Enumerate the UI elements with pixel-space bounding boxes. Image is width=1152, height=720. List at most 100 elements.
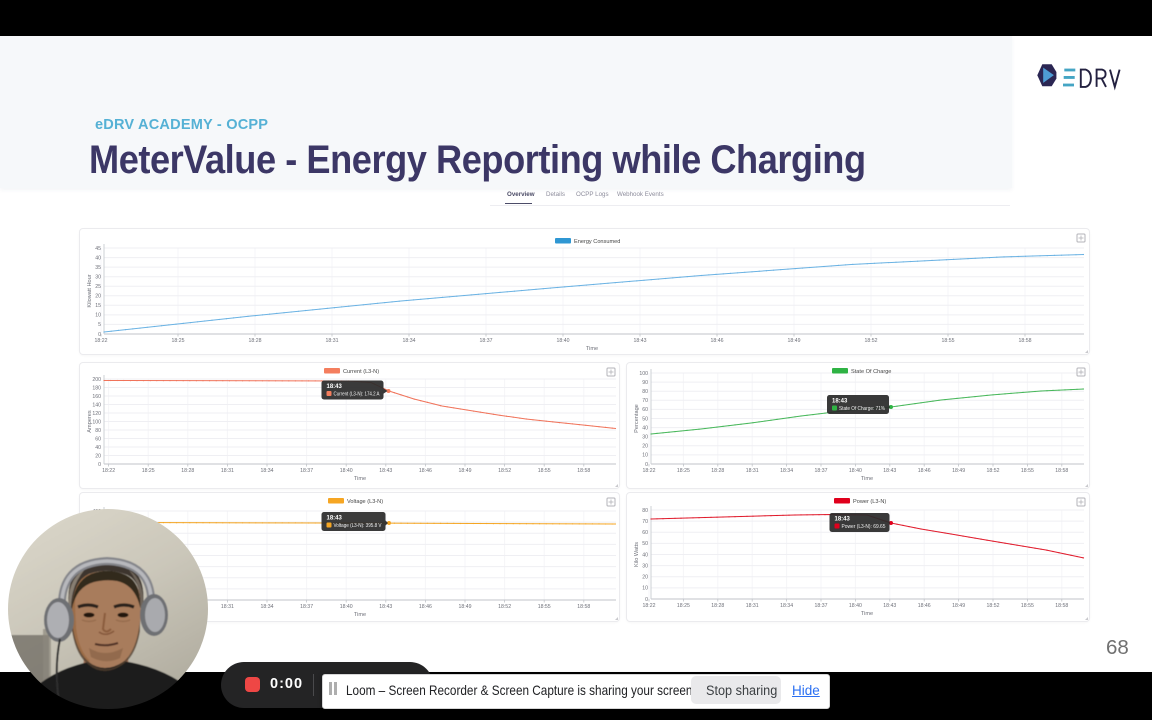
svg-text:18:46: 18:46 — [711, 338, 724, 344]
svg-text:18:25: 18:25 — [677, 468, 690, 474]
svg-text:18:52: 18:52 — [498, 604, 511, 610]
svg-text:Voltage (L3-N): 395.8 V: Voltage (L3-N): 395.8 V — [334, 523, 382, 529]
svg-text:18:58: 18:58 — [1019, 338, 1032, 344]
svg-text:18:43: 18:43 — [327, 516, 343, 522]
svg-text:180: 180 — [92, 385, 101, 391]
svg-text:18:52: 18:52 — [498, 468, 511, 474]
svg-text:18:40: 18:40 — [340, 468, 353, 474]
svg-text:Time: Time — [354, 476, 366, 482]
svg-text:18:34: 18:34 — [261, 604, 274, 610]
svg-text:50: 50 — [642, 541, 648, 547]
svg-text:Kilo Watts: Kilo Watts — [634, 542, 640, 567]
svg-text:200: 200 — [92, 377, 101, 383]
svg-text:18:43: 18:43 — [883, 603, 896, 609]
svg-text:20: 20 — [95, 294, 101, 300]
svg-text:18:22: 18:22 — [102, 468, 115, 474]
svg-text:Percentage: Percentage — [634, 404, 640, 433]
svg-text:0: 0 — [98, 332, 101, 338]
svg-text:0: 0 — [645, 462, 648, 468]
svg-text:18:49: 18:49 — [788, 338, 801, 344]
svg-text:100: 100 — [92, 419, 101, 425]
svg-text:18:34: 18:34 — [403, 338, 416, 344]
svg-text:18:31: 18:31 — [221, 604, 234, 610]
svg-text:120: 120 — [92, 411, 101, 417]
svg-text:Power (L3-N): 69.65: Power (L3-N): 69.65 — [842, 524, 886, 530]
svg-text:10: 10 — [95, 313, 101, 319]
svg-text:18:58: 18:58 — [1055, 468, 1068, 474]
svg-text:20: 20 — [642, 444, 648, 450]
svg-text:15: 15 — [95, 303, 101, 309]
svg-text:30: 30 — [95, 275, 101, 281]
svg-text:18:58: 18:58 — [1055, 603, 1068, 609]
svg-text:18:55: 18:55 — [1021, 603, 1034, 609]
svg-text:18:49: 18:49 — [952, 603, 965, 609]
svg-text:18:49: 18:49 — [459, 604, 472, 610]
svg-text:18:43: 18:43 — [835, 517, 851, 523]
svg-text:State Of Charge: State Of Charge — [851, 369, 891, 375]
svg-text:60: 60 — [642, 530, 648, 536]
svg-text:Current (L3-N): Current (L3-N) — [343, 369, 379, 375]
svg-text:18:43: 18:43 — [327, 384, 343, 390]
svg-text:10: 10 — [642, 453, 648, 459]
svg-text:35: 35 — [95, 265, 101, 271]
svg-text:18:31: 18:31 — [746, 603, 759, 609]
svg-text:80: 80 — [95, 428, 101, 434]
svg-text:25: 25 — [95, 284, 101, 290]
svg-text:90: 90 — [642, 380, 648, 386]
svg-text:50: 50 — [642, 416, 648, 422]
svg-text:18:52: 18:52 — [865, 338, 878, 344]
svg-text:30: 30 — [642, 563, 648, 569]
svg-text:18:34: 18:34 — [780, 603, 793, 609]
svg-text:40: 40 — [95, 255, 101, 261]
svg-text:18:43: 18:43 — [634, 338, 647, 344]
svg-text:80: 80 — [642, 508, 648, 514]
svg-text:0: 0 — [645, 597, 648, 603]
svg-text:18:28: 18:28 — [249, 338, 262, 344]
svg-text:60: 60 — [642, 407, 648, 413]
svg-text:18:28: 18:28 — [181, 468, 194, 474]
svg-text:18:43: 18:43 — [832, 399, 848, 405]
svg-text:45: 45 — [95, 246, 101, 252]
svg-text:18:55: 18:55 — [942, 338, 955, 344]
svg-text:18:46: 18:46 — [419, 468, 432, 474]
svg-text:18:52: 18:52 — [987, 603, 1000, 609]
svg-text:18:31: 18:31 — [746, 468, 759, 474]
svg-text:30: 30 — [642, 435, 648, 441]
svg-text:70: 70 — [642, 519, 648, 525]
svg-text:18:43: 18:43 — [379, 604, 392, 610]
svg-text:18:22: 18:22 — [643, 603, 656, 609]
svg-text:60: 60 — [95, 436, 101, 442]
svg-text:18:37: 18:37 — [480, 338, 493, 344]
svg-text:20: 20 — [642, 575, 648, 581]
svg-text:18:40: 18:40 — [849, 468, 862, 474]
svg-text:18:25: 18:25 — [142, 468, 155, 474]
svg-text:Time: Time — [586, 346, 598, 352]
svg-text:40: 40 — [642, 552, 648, 558]
svg-text:Voltage (L3-N): Voltage (L3-N) — [347, 499, 383, 505]
svg-text:Kilowatt Hour: Kilowatt Hour — [87, 274, 93, 307]
svg-text:18:34: 18:34 — [780, 468, 793, 474]
svg-text:18:40: 18:40 — [557, 338, 570, 344]
svg-text:18:55: 18:55 — [538, 604, 551, 610]
svg-text:40: 40 — [95, 445, 101, 451]
svg-text:18:40: 18:40 — [340, 604, 353, 610]
svg-text:18:46: 18:46 — [918, 468, 931, 474]
svg-text:Current (L3-N): 174.2 A: Current (L3-N): 174.2 A — [334, 392, 380, 398]
svg-text:18:34: 18:34 — [261, 468, 274, 474]
svg-text:18:43: 18:43 — [883, 468, 896, 474]
svg-text:18:52: 18:52 — [987, 468, 1000, 474]
svg-text:Energy Consumed: Energy Consumed — [574, 239, 620, 245]
svg-text:18:49: 18:49 — [952, 468, 965, 474]
svg-text:18:22: 18:22 — [643, 468, 656, 474]
svg-text:140: 140 — [92, 402, 101, 408]
svg-text:160: 160 — [92, 394, 101, 400]
svg-text:18:25: 18:25 — [677, 603, 690, 609]
svg-text:Time: Time — [861, 476, 873, 482]
svg-text:18:31: 18:31 — [221, 468, 234, 474]
svg-text:70: 70 — [642, 398, 648, 404]
svg-text:18:31: 18:31 — [326, 338, 339, 344]
svg-text:18:58: 18:58 — [577, 468, 590, 474]
svg-text:40: 40 — [642, 425, 648, 431]
svg-text:18:37: 18:37 — [815, 603, 828, 609]
svg-text:Power (L3-N): Power (L3-N) — [853, 499, 886, 505]
